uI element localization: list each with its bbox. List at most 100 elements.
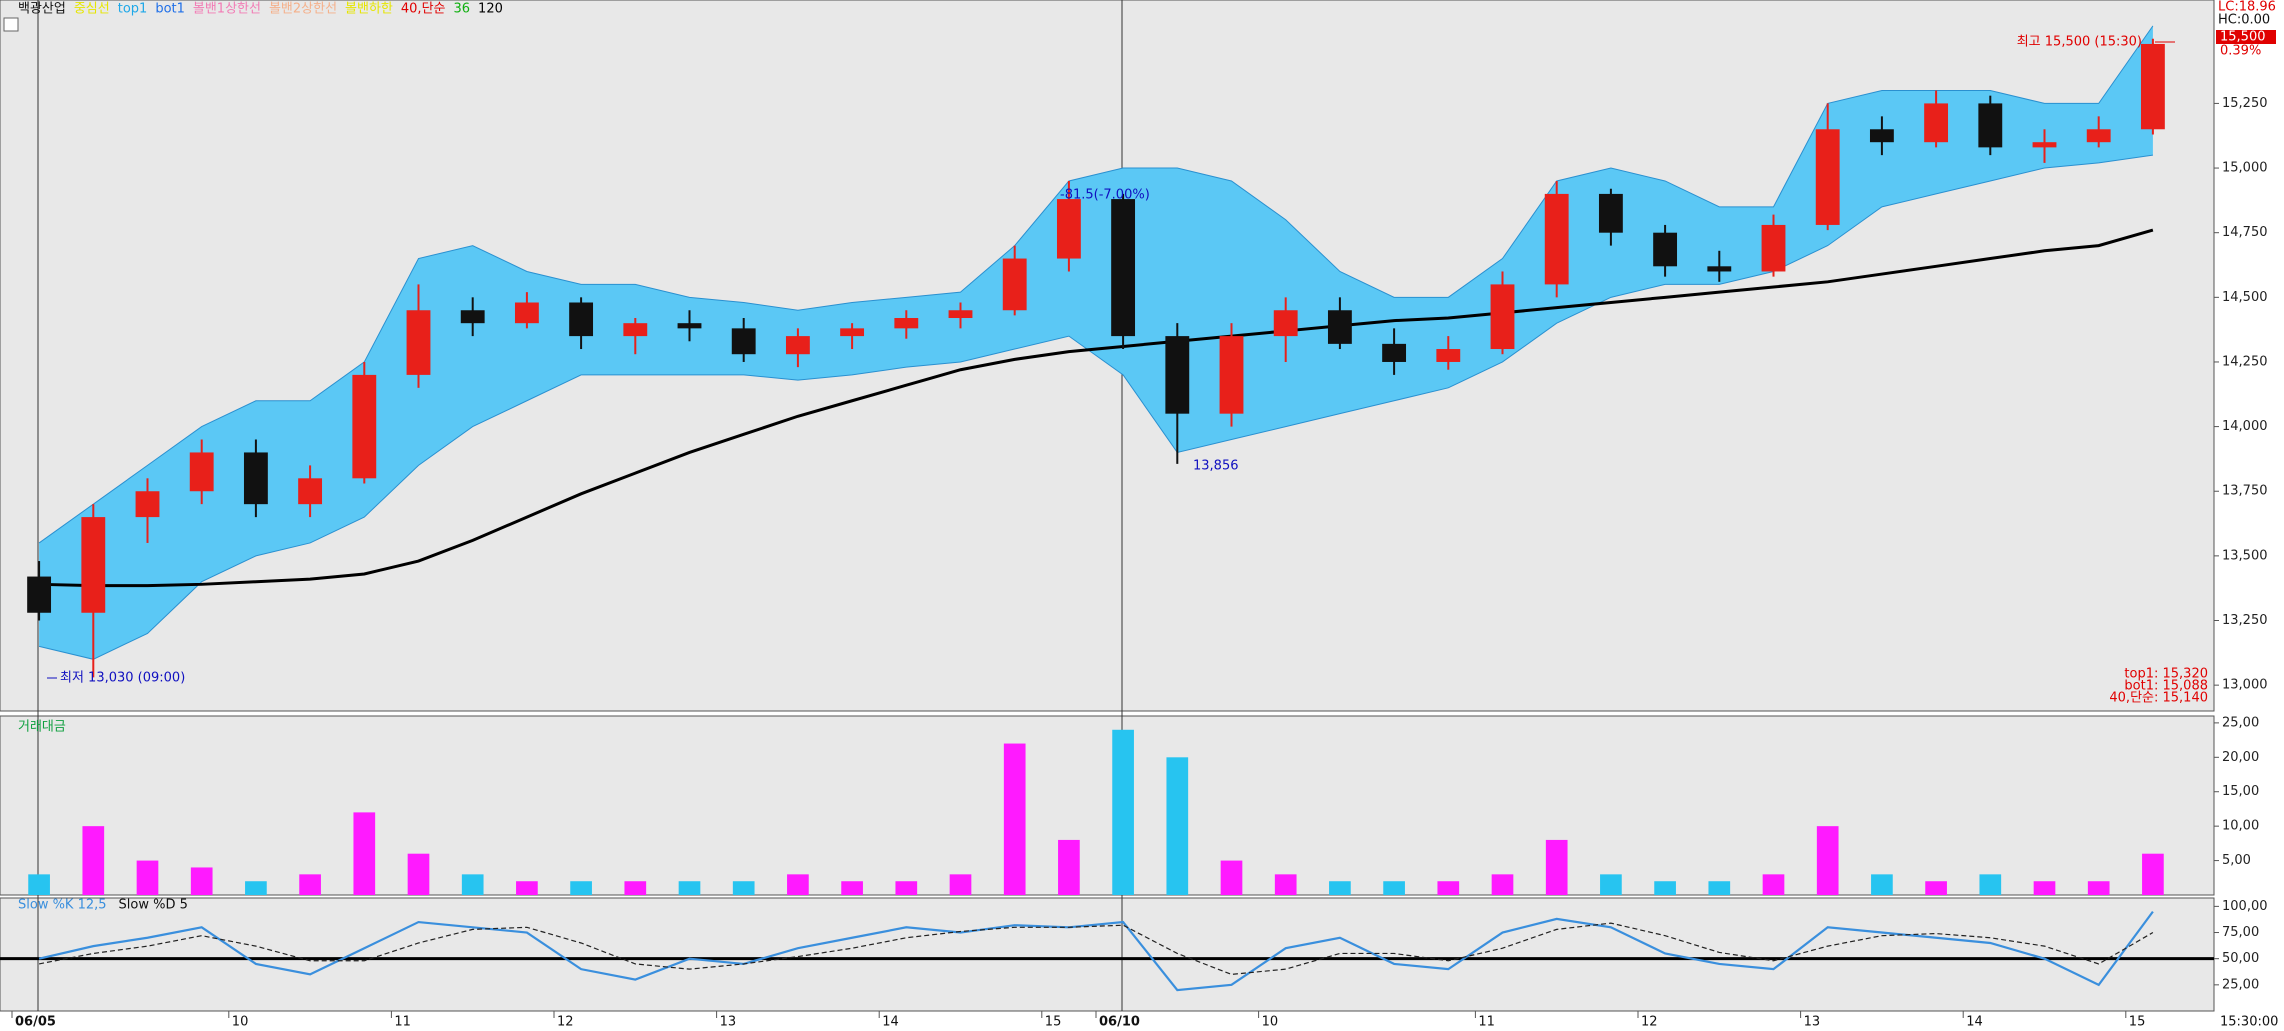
volume-bar: [787, 874, 809, 895]
volume-bar: [1058, 839, 1080, 895]
candle-body: [2086, 129, 2111, 143]
volume-bar: [1871, 874, 1893, 895]
candle-body: [1273, 310, 1298, 337]
volume-bar: [516, 881, 538, 895]
legend-label: bot1: [155, 2, 185, 17]
volume-bar: [1383, 881, 1405, 895]
annotation: 최저 13,030 (09:00): [60, 671, 185, 686]
x-tick-label: 13: [720, 1015, 737, 1030]
legend-label: 볼밴하한: [345, 2, 393, 17]
volume-bar: [949, 874, 972, 895]
legend-label: Slow %D 5: [119, 898, 188, 913]
readout: top1: 15,320: [2124, 667, 2208, 682]
candle-body: [135, 491, 160, 518]
panel-title: 거래대금: [18, 720, 66, 735]
y-tick-label: 15,000: [2222, 161, 2268, 176]
volume-bar: [1545, 839, 1568, 895]
candle-body: [840, 328, 865, 337]
candle-body: [623, 323, 648, 337]
candle-body: [1653, 232, 1678, 267]
volume-bar: [1491, 874, 1514, 895]
volume-bar: [1925, 881, 1947, 895]
volume-bar: [1708, 881, 1731, 895]
candle-body: [1815, 129, 1840, 225]
candle-body: [569, 302, 594, 337]
candle-body: [406, 310, 431, 375]
candle-body: [189, 452, 214, 492]
candle-body: [1924, 103, 1949, 143]
y-tick-label: 75,00: [2222, 925, 2259, 940]
volume-panel: [0, 715, 2215, 896]
y-tick-label: 14,250: [2222, 354, 2268, 369]
candle-body: [677, 323, 702, 329]
candle-body: [1978, 103, 2003, 148]
candle-body: [1544, 193, 1569, 285]
legend-label: Slow %K 12,5: [18, 898, 107, 913]
candle-body: [1002, 258, 1027, 311]
y-tick-label: 14,500: [2222, 290, 2268, 305]
candle-body: [1056, 199, 1081, 259]
toolbar-icon[interactable]: [3, 17, 19, 32]
x-tick-label: 12: [557, 1015, 574, 1030]
series-line: [38, 154, 2153, 660]
legend-label: 볼밴2상한선: [269, 2, 337, 17]
y-tick-label: 13,000: [2222, 678, 2268, 693]
volume-bar: [1437, 881, 1460, 895]
candle-body: [243, 452, 268, 505]
y-tick-label: 25,00: [2222, 977, 2259, 992]
y-tick-label: 5,00: [2222, 853, 2251, 868]
y-tick-label: 25,00: [2222, 715, 2259, 730]
volume-bar: [245, 881, 267, 895]
annotation: 13,856: [1193, 459, 1239, 474]
x-tick-label: 13: [1804, 1015, 1821, 1030]
volume-bar: [1979, 874, 2002, 895]
volume-bar: [1112, 729, 1134, 895]
y-tick-label: 50,00: [2222, 951, 2259, 966]
band-area: [39, 25, 2153, 660]
x-tick-label: 12: [1641, 1015, 1658, 1030]
y-tick-label: 13,750: [2222, 484, 2268, 499]
x-tick-label: 15: [2129, 1015, 2146, 1030]
candle-body: [514, 302, 539, 324]
volume-bar: [1600, 874, 1622, 895]
candle-body: [1327, 310, 1352, 344]
candle-body: [1165, 336, 1190, 414]
y-tick-label: 13,500: [2222, 548, 2268, 563]
volume-bar: [299, 874, 321, 895]
x-tick-label: 11: [394, 1015, 411, 1030]
candle-body: [460, 310, 485, 324]
volume-bar: [678, 881, 701, 895]
candle-body: [2140, 43, 2165, 130]
volume-bar: [1166, 757, 1189, 895]
annotation: -81.5(-7.00%): [1060, 188, 1150, 203]
x-tick-label: 10: [1262, 1015, 1279, 1030]
legend-label: 40,단순: [401, 2, 446, 17]
candle-body: [948, 310, 973, 319]
volume-bar: [461, 874, 484, 895]
x-tick-label: 14: [882, 1015, 899, 1030]
time-label: 15:30:00: [2220, 1015, 2278, 1030]
legend-label: 중심선: [74, 2, 110, 17]
stoch-line: [38, 910, 2154, 992]
volume-bar: [2087, 881, 2110, 895]
volume-bar: [2033, 881, 2056, 895]
candle-body: [352, 374, 377, 479]
candle-body: [1382, 343, 1407, 362]
volume-bar: [82, 826, 105, 895]
volume-bar: [2142, 853, 2164, 895]
candle-body: [298, 478, 323, 505]
volume-bar: [1329, 881, 1351, 895]
y-tick-label: 13,250: [2222, 613, 2268, 628]
candle-body: [1111, 199, 1136, 337]
legend-label: top1: [118, 2, 148, 17]
readout: 40,단순: 15,140: [2109, 691, 2208, 706]
candle-body: [1598, 193, 1623, 233]
volume-bar: [895, 881, 918, 895]
y-tick-label: 15,00: [2222, 784, 2259, 799]
x-tick-label: 11: [1478, 1015, 1495, 1030]
y-tick-label: 15,250: [2222, 96, 2268, 111]
price-tag-label: 15,500: [2220, 30, 2266, 45]
volume-bar: [407, 853, 430, 895]
